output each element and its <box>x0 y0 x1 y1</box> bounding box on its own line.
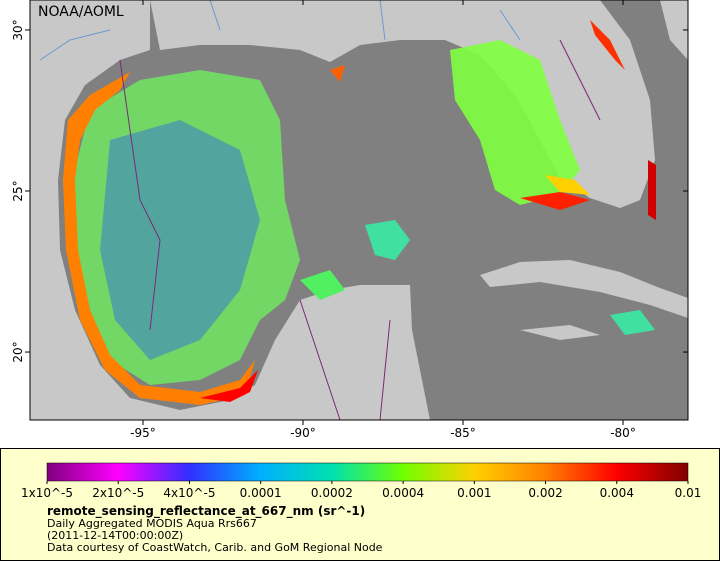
legend-line: Data courtesy of CoastWatch, Carib. and … <box>47 541 383 554</box>
swath <box>450 40 580 205</box>
land <box>660 0 688 60</box>
legend-title: remote_sensing_reflectance_at_667_nm (sr… <box>47 504 365 519</box>
lon-label: -90° <box>290 426 316 440</box>
lat-label: 20° <box>11 341 25 362</box>
lon-label: -95° <box>130 426 156 440</box>
swath <box>63 72 255 405</box>
lat-label: 30° <box>11 19 25 40</box>
colorbar-label: 0.001 <box>457 486 491 500</box>
colorbar-label: 0.01 <box>675 486 702 500</box>
colorbar-label: 0.0002 <box>311 486 353 500</box>
land <box>150 0 655 208</box>
swath <box>300 270 345 300</box>
swath <box>590 20 625 70</box>
swath <box>200 370 258 402</box>
colorbar-label: 1x10^-5 <box>21 486 73 500</box>
map <box>30 0 688 420</box>
legend-line: (2011-12-14T00:00:00Z) <box>47 529 183 542</box>
river <box>39 0 521 61</box>
swath <box>610 310 655 335</box>
colorbar-label: 0.002 <box>528 486 562 500</box>
colorbar-label: 2x10^-5 <box>92 486 144 500</box>
colorbar-label: 4x10^-5 <box>163 486 215 500</box>
colorbar-label: 0.004 <box>600 486 634 500</box>
swath <box>648 160 656 220</box>
border <box>119 39 601 420</box>
lon-label: -85° <box>450 426 476 440</box>
swath <box>330 65 345 82</box>
colorbar-label: 0.0001 <box>240 486 282 500</box>
swath <box>520 192 590 210</box>
legend-line: Daily Aggregated MODIS Aqua Rrs667 <box>47 517 257 530</box>
map-frame <box>29 0 689 421</box>
colorbar-label: 0.0004 <box>382 486 424 500</box>
land <box>520 325 600 340</box>
swath <box>100 120 260 360</box>
swath <box>545 175 590 195</box>
land <box>30 0 430 420</box>
swath <box>365 220 410 260</box>
lat-label: 25° <box>11 180 25 201</box>
lon-label: -80° <box>610 426 636 440</box>
credit: NOAA/AOML <box>38 4 124 20</box>
land <box>480 260 688 318</box>
colorbar <box>46 462 689 482</box>
